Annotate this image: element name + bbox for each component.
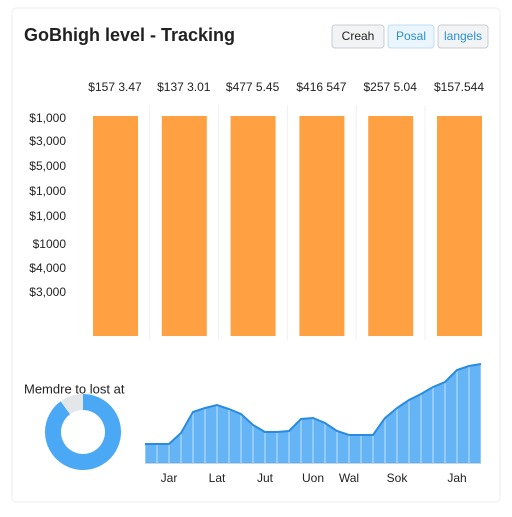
pie-slice bbox=[45, 394, 121, 470]
row-label: $1000 bbox=[33, 237, 67, 251]
column-label: $157.544 bbox=[434, 80, 484, 94]
pie-slice bbox=[60, 394, 84, 415]
title: GoBhigh level - Tracking bbox=[24, 25, 235, 45]
bar bbox=[93, 116, 138, 336]
row-label: $1,000 bbox=[29, 111, 66, 125]
column-label: $416 547 bbox=[296, 80, 346, 94]
x-tick-label: Uon bbox=[302, 471, 324, 485]
bar bbox=[368, 116, 414, 336]
x-tick-label: Lat bbox=[209, 471, 226, 485]
button[interactable] bbox=[331, 24, 385, 49]
button-label[interactable]: Creah bbox=[342, 29, 375, 43]
button[interactable] bbox=[387, 24, 435, 49]
pie-title: Memdre to lost at bbox=[24, 381, 125, 396]
column-label: $257 5.04 bbox=[364, 80, 418, 94]
button[interactable] bbox=[437, 24, 489, 49]
area-line bbox=[145, 363, 482, 445]
column-label: $157 3.47 bbox=[88, 80, 142, 94]
row-label: $3,000 bbox=[29, 285, 66, 299]
x-tick-label: Wal bbox=[339, 471, 359, 485]
x-tick-label: Sok bbox=[387, 471, 409, 485]
bar bbox=[437, 116, 482, 336]
column-label: $477 5.45 bbox=[226, 80, 280, 94]
row-label: $1,000 bbox=[29, 209, 66, 223]
x-tick-label: Jar bbox=[161, 471, 178, 485]
x-tick-label: Jut bbox=[257, 471, 274, 485]
x-tick-label: Jah bbox=[447, 471, 466, 485]
bar-panel: $157 3.47 $137 3.01 $477 5.45 $416 547 $257 … bbox=[29, 80, 484, 340]
column-label: $137 3.01 bbox=[157, 80, 211, 94]
bar bbox=[161, 116, 207, 336]
bar bbox=[299, 116, 345, 336]
bar bbox=[230, 116, 276, 336]
row-label: $5,000 bbox=[29, 159, 66, 173]
button-label[interactable]: Posal bbox=[396, 29, 426, 43]
button-label[interactable]: langels bbox=[444, 29, 482, 43]
row-label: $1,000 bbox=[29, 184, 66, 198]
row-label: $4,000 bbox=[29, 261, 66, 275]
row-label: $3,000 bbox=[29, 134, 66, 148]
